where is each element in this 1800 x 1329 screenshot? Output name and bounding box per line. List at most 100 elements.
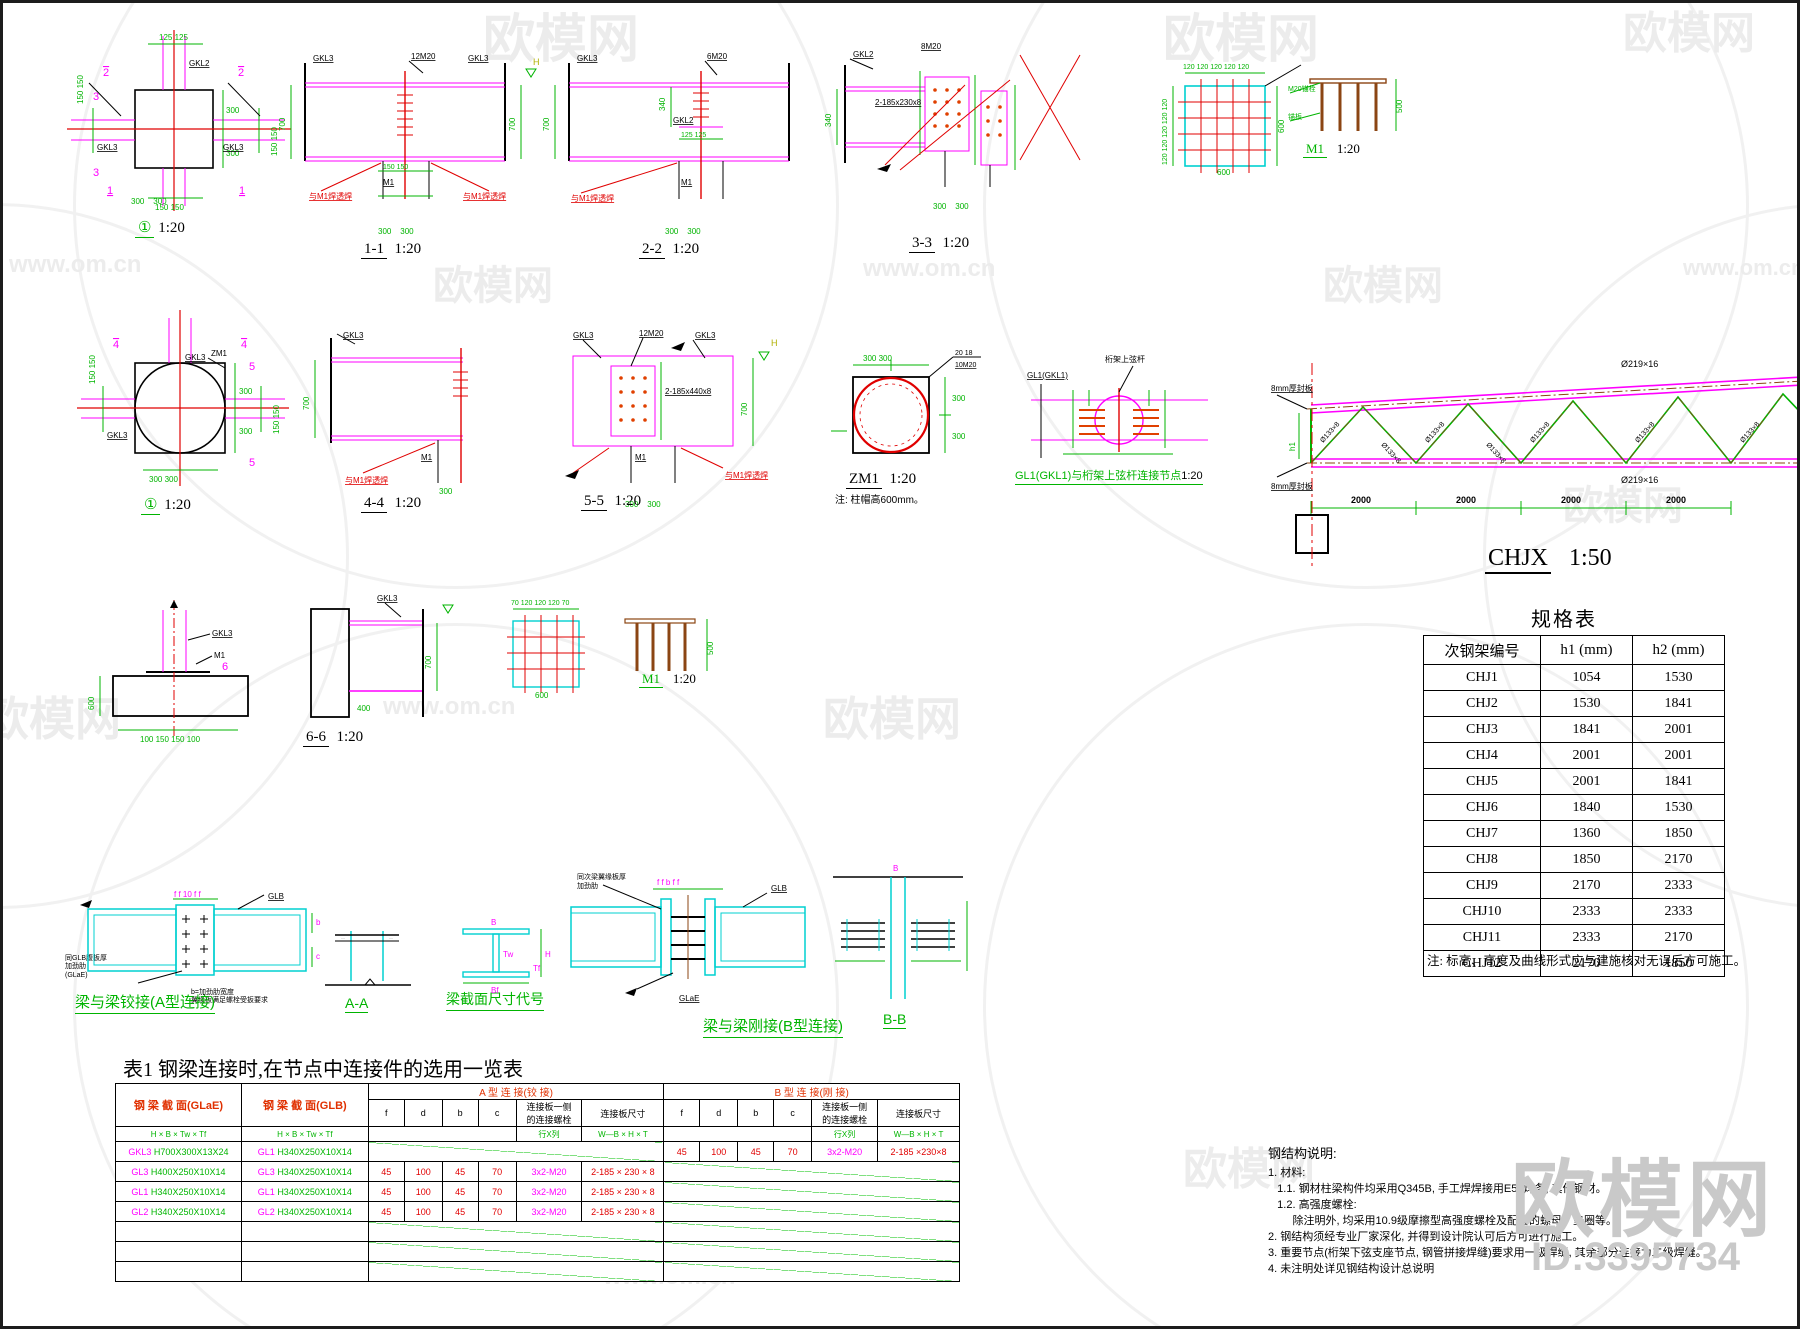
svg-text:600: 600 <box>1277 119 1286 133</box>
svg-text:Ø133×8: Ø133×8 <box>1485 442 1507 465</box>
svg-text:100 150 150 100: 100 150 150 100 <box>140 735 201 744</box>
legend-bolt: 行X列 <box>811 1126 879 1142</box>
svg-text:150 150: 150 150 <box>88 355 97 384</box>
section-geometry <box>554 60 790 199</box>
svg-text:700: 700 <box>302 396 311 410</box>
svg-text:2000: 2000 <box>1666 495 1686 505</box>
svg-text:6: 6 <box>222 661 228 673</box>
svg-text:300: 300 <box>226 149 240 158</box>
svg-text:M1: M1 <box>421 453 433 462</box>
anchor-geometry <box>1289 78 1397 131</box>
svg-text:GKL3: GKL3 <box>377 594 398 603</box>
svg-text:125 125: 125 125 <box>159 33 188 42</box>
svg-text:GLaE: GLaE <box>679 994 699 1003</box>
section-geometry <box>836 54 1081 187</box>
svg-text:8mm厚封板: 8mm厚封板 <box>1271 481 1313 491</box>
svg-text:Ø133×8: Ø133×8 <box>1319 421 1341 444</box>
svg-text:4: 4 <box>241 339 247 351</box>
svg-text:与M1焊透焊: 与M1焊透焊 <box>571 193 614 203</box>
detail-section-1-1: GKL3 GKL3 12M20 700 700 150 150 M1 与M1焊透… <box>278 52 540 201</box>
spec-cell-h1: 1841 <box>1539 716 1633 743</box>
table1-data-row: GL3 H400X250X10X14 GL3 H340X250X10X14 45… <box>115 1161 960 1182</box>
detail-title: M1 1:20 <box>1303 141 1360 158</box>
watermark-url: www.om.cn <box>863 255 996 282</box>
svg-text:20 18: 20 18 <box>955 350 973 357</box>
svg-text:Ø133×8: Ø133×8 <box>1739 421 1761 444</box>
spec-cell-h2: 1530 <box>1631 794 1726 821</box>
sub-f: f <box>367 1099 405 1127</box>
svg-text:1: 1 <box>239 185 245 197</box>
diagram-a-a-section <box>325 931 411 986</box>
dim-label: 300 300 <box>933 202 969 211</box>
sub-bolt: 连接板一侧 的连接螺栓 <box>811 1099 879 1127</box>
spec-cell-id: CHJ7 <box>1423 820 1541 847</box>
svg-text:300: 300 <box>439 487 453 496</box>
svg-text:GKL2: GKL2 <box>853 50 874 59</box>
b-b-title: B-B <box>883 1011 907 1029</box>
spec-cell-id: CHJ3 <box>1423 716 1541 743</box>
svg-text:与M1焊透焊: 与M1焊透焊 <box>309 191 352 201</box>
svg-text:f f 10 f f: f f 10 f f <box>174 890 201 899</box>
spec-table-row: CHJ6 1840 1530 <box>1423 794 1726 821</box>
plate-geometry <box>507 608 708 693</box>
svg-text:B: B <box>491 918 496 927</box>
svg-text:150 150: 150 150 <box>76 75 85 104</box>
watermark-arc <box>983 623 1749 1326</box>
chjx-title: CHJX 1:50 <box>1485 545 1612 574</box>
detail-section-4-4: GKL3 700 M1 与M1焊透焊 300 <box>302 331 468 496</box>
detail-title: 3-3 1:20 <box>909 235 969 253</box>
dim-label: 300 300 <box>378 227 414 236</box>
dim-label: 300 300 <box>625 500 661 509</box>
svg-text:GKL3: GKL3 <box>212 629 233 638</box>
svg-text:加劲肋: 加劲肋 <box>577 881 598 890</box>
detail-m1-anchor-elevation: M20锚栓 锚板 500 <box>1288 78 1404 131</box>
legend-plate: W—B × H × T <box>581 1126 665 1142</box>
site-stamp-brand: 欧模网 <box>1511 1153 1776 1247</box>
svg-text:340: 340 <box>658 97 667 111</box>
detail-title: GL1(GKL1)与桁架上弦杆连接节点1:20 <box>1015 467 1203 485</box>
detail-title: ① 1:20 <box>135 218 185 238</box>
svg-text:300: 300 <box>952 432 966 441</box>
detail-plan-square-column: 125 125 150 150 300 300 150 150 150 150 … <box>67 30 291 212</box>
svg-text:B: B <box>893 864 898 873</box>
svg-text:120 120 120 120 120: 120 120 120 120 120 <box>1183 64 1249 71</box>
spec-col-header: h1 (mm) <box>1539 635 1633 665</box>
dim-label: 300 300 <box>665 227 701 236</box>
svg-text:300: 300 <box>952 394 966 403</box>
svg-text:300: 300 <box>239 427 253 436</box>
svg-text:与M1焊透焊: 与M1焊透焊 <box>345 475 388 485</box>
svg-text:2000: 2000 <box>1456 495 1476 505</box>
svg-text:300: 300 <box>239 387 253 396</box>
detail-plan-round-column: 4 4 5 5 GKL3 ZM1 GKL3 300 300 150 150 15… <box>77 310 289 486</box>
cell-glae: GL3 H400X250X10X14 <box>115 1161 242 1182</box>
svg-text:GKL3: GKL3 <box>573 331 594 340</box>
svg-text:GKL2: GKL2 <box>673 116 694 125</box>
svg-text:700: 700 <box>542 117 551 131</box>
svg-text:GL1(GKL1): GL1(GKL1) <box>1027 371 1068 380</box>
spec-cell-h1: 2333 <box>1539 898 1633 925</box>
table1-empty-row <box>115 1261 960 1282</box>
svg-text:Ø219×16: Ø219×16 <box>1621 359 1658 369</box>
detail-gl1-chord-node: 桁架上弦杆 GL1(GKL1) <box>1027 354 1208 458</box>
sub-bolt: 连接板一侧 的连接螺栓 <box>515 1099 583 1127</box>
notes-line: 1. 材料: <box>1268 1167 1306 1179</box>
svg-text:M1: M1 <box>635 453 647 462</box>
legend-bolt: 行X列 <box>515 1126 583 1142</box>
svg-text:GKL3: GKL3 <box>695 331 716 340</box>
table1-legend-row: H × B × Tw × Tf H × B × Tw × Tf 行X列 W—B … <box>115 1126 960 1142</box>
svg-text:GKL3: GKL3 <box>343 331 364 340</box>
cell-b-empty <box>663 1201 960 1222</box>
svg-text:340: 340 <box>824 113 833 127</box>
svg-text:Tw: Tw <box>503 950 513 959</box>
sub-c: c <box>773 1099 813 1127</box>
a-type-note: 同GLB腹板厚 加劲肋 (GLaE) <box>65 955 108 979</box>
svg-text:f f b f f: f f b f f <box>657 878 680 887</box>
svg-text:2: 2 <box>103 67 109 79</box>
dim-label: 300 300 <box>131 197 167 206</box>
notes-line: 3. 重要节点(桁架下弦支座节点, 钢管拼接焊缝)要求用一级焊缝, 其余部分连接… <box>1268 1246 1707 1259</box>
diagram-a-type-connection: f f 10 f f GLB b c <box>80 890 321 984</box>
spec-col-header: h2 (mm) <box>1631 635 1726 665</box>
spec-cell-id: CHJ4 <box>1423 742 1541 769</box>
svg-text:12M20: 12M20 <box>639 329 664 338</box>
spec-cell-id: CHJ8 <box>1423 846 1541 873</box>
